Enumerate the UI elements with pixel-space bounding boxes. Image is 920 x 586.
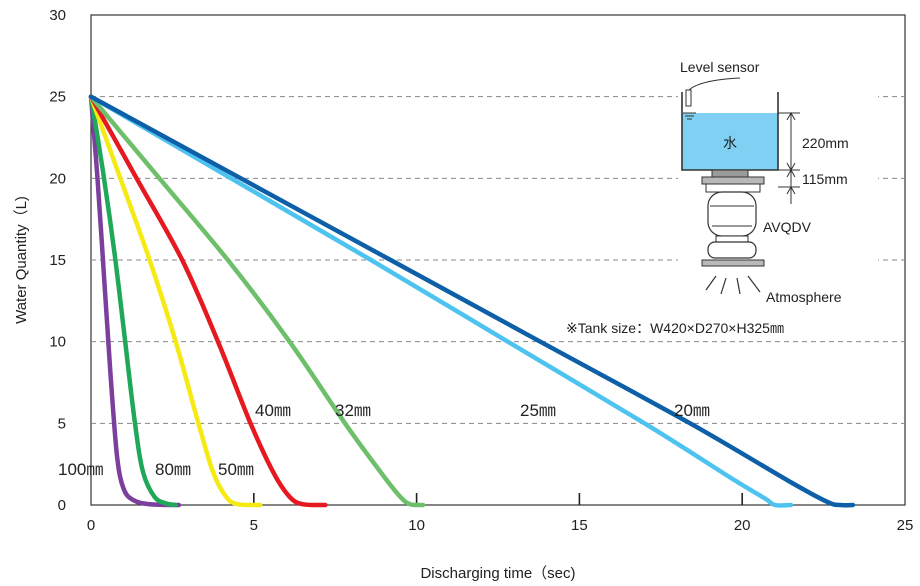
outlet-label: Atmosphere [766,289,842,305]
x-tick-label-25: 25 [897,517,914,534]
valve-body-detail [710,205,754,227]
dimension-arrows [786,111,796,195]
outflow-icon [705,275,761,295]
valve-upper-neck [711,169,749,178]
dimension-lines [778,112,800,204]
valve-flange-bottom [701,259,765,267]
series-label-40: 40㎜ [255,401,291,420]
valve-body [707,191,757,237]
series-label-100: 100㎜ [58,460,103,479]
water-fill [682,113,778,170]
y-axis-title: Water Quantity（L) [13,196,30,324]
y-tick-label-5: 5 [58,415,66,432]
y-tick-label-20: 20 [49,170,66,187]
x-tick-label-15: 15 [571,517,588,534]
series-lines [88,94,856,508]
sensor-lead [688,77,741,91]
series-label-50: 50㎜ [218,460,254,479]
x-tick-label-5: 5 [250,517,258,534]
x-tick-label-20: 20 [734,517,751,534]
x-tick-label-10: 10 [408,517,425,534]
series-line-1 [88,94,178,508]
valve-lower-body [707,241,757,259]
water-label: 水 [723,135,737,151]
series-line-3 [88,94,328,508]
x-tick-label-0: 0 [87,517,95,534]
axis-ticks: 0 5 10 15 20 25 0 5 10 15 20 25 30 [49,7,913,534]
height-lower-label: 115mm [802,171,848,187]
height-upper-label: 220mm [802,135,849,151]
series-label-20: 20㎜ [674,401,710,420]
valve-flange-top [701,176,765,185]
series-line-5 [88,94,794,508]
series-line-6 [88,94,856,508]
series-label-25: 25㎜ [520,401,556,420]
water-level-icon [683,112,696,120]
y-tick-label-15: 15 [49,252,66,269]
level-sensor-label: Level sensor [680,59,760,75]
series-line-2 [88,94,263,508]
series-line-0 [88,94,182,508]
level-sensor-icon [685,89,692,107]
tank-size-note: ※Tank size：W420×D270×H325㎜ [566,320,784,336]
series-label-80: 80㎜ [155,460,191,479]
x-axis-title: Discharging time（sec) [420,565,575,582]
y-tick-label-0: 0 [58,497,66,514]
y-tick-label-25: 25 [49,89,66,106]
series-label-32: 32㎜ [335,401,371,420]
tank-diagram: Level sensor 水 220mm 115mm AVQDV Atmosph… [678,55,878,310]
series-line-4 [88,94,426,508]
valve-flange-ring [705,183,761,193]
valve-label: AVQDV [763,219,812,235]
valve-lower-neck [715,235,749,243]
y-tick-label-30: 30 [49,7,66,24]
y-tick-label-10: 10 [49,334,66,351]
